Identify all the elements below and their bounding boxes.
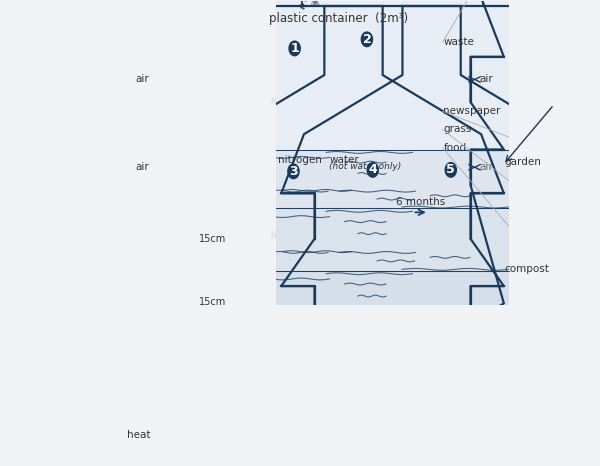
Text: heat: heat <box>127 430 150 440</box>
Text: IELTS VIETOP: IELTS VIETOP <box>376 231 433 240</box>
Point <box>518 429 528 436</box>
Point <box>316 434 325 442</box>
Point <box>358 441 367 448</box>
Text: food: food <box>443 143 466 153</box>
Point <box>559 430 568 438</box>
Point <box>502 414 511 422</box>
Text: IELTS VIETOP: IELTS VIETOP <box>271 97 328 106</box>
Text: IELTS VIETOP: IELTS VIETOP <box>430 231 486 240</box>
Polygon shape <box>163 308 466 378</box>
Point <box>472 436 482 443</box>
Polygon shape <box>241 378 544 466</box>
Point <box>341 451 350 459</box>
Point <box>545 439 554 446</box>
Point <box>470 431 479 439</box>
Point <box>590 431 599 438</box>
Point <box>496 441 506 449</box>
Polygon shape <box>281 6 600 466</box>
Text: air: air <box>480 162 494 172</box>
Polygon shape <box>163 378 466 466</box>
Text: 1: 1 <box>290 42 299 55</box>
Circle shape <box>367 163 379 177</box>
Circle shape <box>361 32 373 47</box>
Point <box>574 408 584 416</box>
Point <box>592 446 600 454</box>
Point <box>548 443 557 450</box>
Circle shape <box>445 163 457 177</box>
Text: IELTS VIETOP: IELTS VIETOP <box>317 231 374 240</box>
Polygon shape <box>241 150 544 208</box>
Point <box>446 463 455 466</box>
Point <box>382 411 392 418</box>
Polygon shape <box>125 0 504 343</box>
Point <box>511 414 521 422</box>
Text: (hot water only): (hot water only) <box>329 162 401 171</box>
Text: 4: 4 <box>368 164 377 176</box>
Point <box>560 464 570 466</box>
Point <box>565 452 575 459</box>
Point <box>531 420 541 428</box>
Text: water: water <box>329 155 359 165</box>
Text: air: air <box>136 162 149 172</box>
Point <box>320 460 330 466</box>
Point <box>582 440 592 447</box>
Polygon shape <box>241 271 544 333</box>
Polygon shape <box>203 0 582 343</box>
Point <box>411 451 421 458</box>
Text: air: air <box>480 75 494 84</box>
Text: IELTS VIETOP: IELTS VIETOP <box>271 231 328 240</box>
Text: garden: garden <box>505 157 541 167</box>
Point <box>541 457 551 465</box>
Polygon shape <box>241 308 544 378</box>
Text: 15cm: 15cm <box>199 234 226 245</box>
Polygon shape <box>125 6 504 466</box>
Point <box>403 448 412 455</box>
Point <box>448 445 458 453</box>
Circle shape <box>289 41 300 56</box>
Text: compost: compost <box>505 264 550 274</box>
Polygon shape <box>203 6 582 466</box>
Text: 5: 5 <box>446 164 455 176</box>
Point <box>480 438 490 445</box>
Point <box>374 408 384 415</box>
Text: 2: 2 <box>362 33 371 46</box>
Text: grass: grass <box>443 124 472 135</box>
Point <box>522 431 532 438</box>
Point <box>349 448 358 456</box>
Point <box>466 443 475 451</box>
Point <box>500 445 509 452</box>
Point <box>413 447 422 455</box>
Circle shape <box>288 164 299 178</box>
Text: newspaper: newspaper <box>443 106 501 116</box>
Point <box>342 448 352 456</box>
Point <box>427 447 437 455</box>
Point <box>421 446 430 453</box>
Polygon shape <box>319 411 600 466</box>
Point <box>374 462 384 466</box>
Point <box>470 421 479 429</box>
Point <box>504 432 514 440</box>
Point <box>404 409 413 416</box>
Text: 3: 3 <box>289 165 298 178</box>
Point <box>543 437 553 444</box>
Point <box>329 433 338 440</box>
Point <box>479 464 488 466</box>
Polygon shape <box>241 208 544 271</box>
Point <box>364 435 374 443</box>
Text: plastic container  (2m³): plastic container (2m³) <box>269 12 409 25</box>
Point <box>406 465 415 466</box>
Text: IELTS VIETOP: IELTS VIETOP <box>358 97 414 106</box>
Text: air: air <box>136 75 149 84</box>
Text: nitrogen: nitrogen <box>278 155 322 165</box>
Text: 15cm: 15cm <box>199 297 226 307</box>
Point <box>365 418 375 425</box>
Text: IELTS VIETOP: IELTS VIETOP <box>399 97 456 106</box>
Point <box>506 418 516 425</box>
Point <box>533 461 542 466</box>
Text: IELTS VIETOP: IELTS VIETOP <box>317 97 374 106</box>
Point <box>563 449 572 456</box>
Text: 6 months: 6 months <box>396 197 445 207</box>
Text: waste: waste <box>443 37 474 48</box>
